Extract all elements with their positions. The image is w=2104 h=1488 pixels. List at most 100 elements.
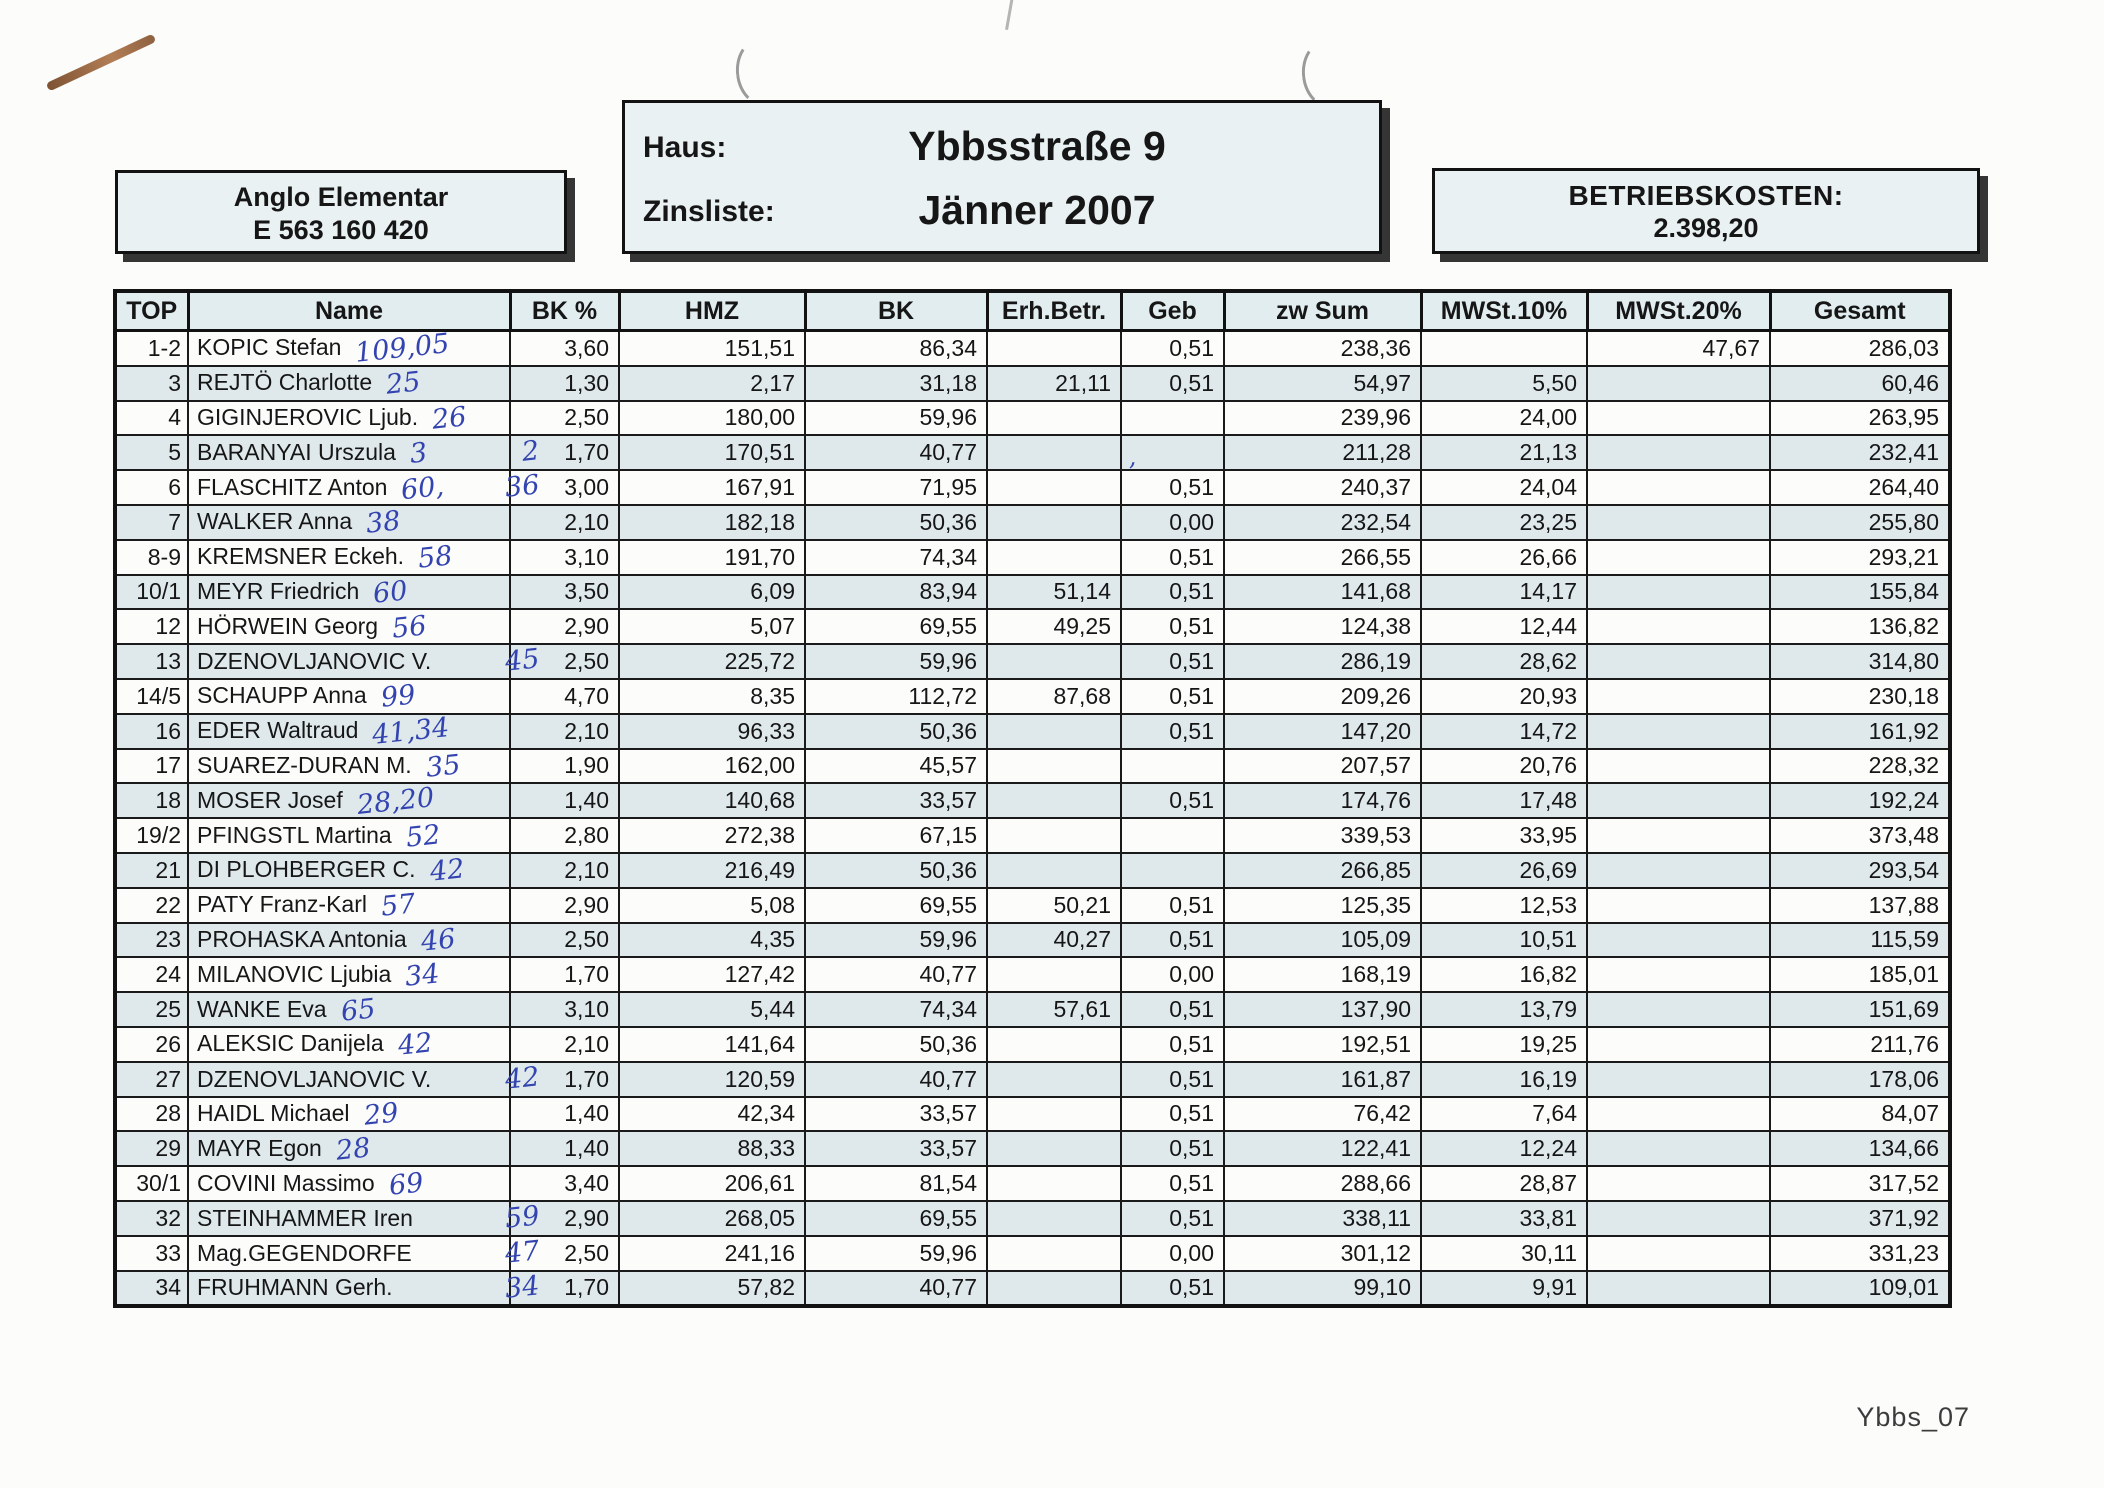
cell-bk_pct: 3,00	[509, 469, 620, 506]
cell-top: 6	[114, 469, 189, 506]
tenant-name: KOPIC Stefan	[197, 334, 342, 361]
cell-zwsum: 192,51	[1223, 1025, 1422, 1063]
cell-bk: 74,34	[804, 538, 988, 576]
cell-top: 27	[114, 1060, 189, 1098]
cell-gesamt: 155,84	[1769, 573, 1951, 611]
cell-zwsum: 239,96	[1223, 399, 1422, 437]
handwritten-annotation: 60,	[399, 470, 446, 506]
cell-hmz: 5,07	[618, 608, 806, 646]
cell-hmz: 8,35	[618, 677, 806, 715]
cell-zwsum: 99,10	[1223, 1269, 1422, 1308]
cell-bk_pct: 1,90	[509, 747, 620, 785]
cell-erh: 49,25	[986, 608, 1122, 646]
cell-bk: 45,57	[804, 747, 988, 785]
cell-erh	[986, 329, 1122, 367]
tenant-name: MEYR Friedrich	[197, 577, 360, 604]
cell-zwsum: 209,26	[1223, 677, 1422, 715]
cell-name: HAIDL Michael 29	[187, 1095, 511, 1133]
cell-mwst20	[1586, 399, 1771, 437]
cell-gesamt: 60,46	[1769, 364, 1951, 402]
handwritten-annotation: 57	[379, 888, 417, 923]
cell-gesamt: 151,69	[1769, 991, 1951, 1028]
tenant-name: KREMSNER Eckeh.	[197, 543, 405, 570]
cell-bk_pct: 1,70	[509, 434, 620, 472]
cell-name: PFINGSTL Martina 52	[187, 817, 511, 854]
cell-name: SUAREZ-DURAN M. 35	[187, 747, 511, 785]
cell-bk_pct: 2,50	[509, 921, 620, 959]
cell-mwst10: 17,48	[1420, 782, 1588, 820]
cell-mwst10: 12,24	[1420, 1130, 1588, 1168]
cell-name: FLASCHITZ Anton 60, 36	[187, 469, 541, 506]
scan-hairline-mark	[1005, 0, 1014, 31]
cell-name: ALEKSIC Danijela 42	[187, 1025, 511, 1063]
cell-top: 29	[114, 1130, 189, 1168]
cell-bk: 50,36	[804, 1025, 988, 1063]
cell-top: 26	[114, 1025, 189, 1063]
cell-erh: 57,61	[986, 991, 1122, 1028]
tenant-name: MOSER Josef	[197, 786, 343, 813]
cell-geb: 0,51	[1120, 921, 1225, 959]
cell-mwst20	[1586, 782, 1771, 820]
cell-bk: 31,18	[804, 364, 988, 402]
cell-geb	[1120, 851, 1225, 889]
cell-bk_pct: 2,90	[509, 886, 620, 924]
cell-mwst20	[1586, 1095, 1771, 1133]
cell-bk_pct: 2,80	[509, 817, 620, 854]
cell-hmz: 151,51	[618, 329, 806, 367]
cell-hmz: 127,42	[618, 956, 806, 994]
cell-name: HÖRWEIN Georg 56	[187, 608, 511, 646]
cell-mwst10: 13,79	[1420, 991, 1588, 1028]
column-header-mwst-20-: MWSt.20%	[1585, 289, 1772, 332]
cell-hmz: 268,05	[618, 1199, 806, 1237]
cell-zwsum: 122,41	[1223, 1130, 1422, 1168]
tenant-name: PFINGSTL Martina	[197, 821, 392, 848]
cell-bk: 33,57	[804, 1095, 988, 1133]
cell-bk: 59,96	[804, 1234, 988, 1272]
cell-geb: 0,51	[1120, 643, 1225, 680]
cell-gesamt: 293,54	[1769, 851, 1951, 889]
cell-bk_pct: 2,50	[509, 643, 620, 680]
cell-name: EDER Waltraud 41,34	[187, 712, 511, 751]
column-header-erh-betr-: Erh.Betr.	[985, 289, 1123, 332]
cell-bk: 40,77	[804, 956, 988, 994]
cell-name: KOPIC Stefan 109,05	[187, 329, 511, 369]
cell-bk: 83,94	[804, 573, 988, 611]
cell-mwst20	[1586, 991, 1771, 1028]
cell-geb: ,	[1120, 434, 1225, 472]
cell-erh	[986, 782, 1122, 820]
cell-gesamt: 185,01	[1769, 956, 1951, 994]
cell-bk: 69,55	[804, 608, 988, 646]
cell-erh	[986, 503, 1122, 541]
cell-hmz: 42,34	[618, 1095, 806, 1133]
cell-mwst20	[1586, 1130, 1771, 1168]
table-row: 12 HÖRWEIN Georg 56 2,90 5,07 69,55 49,25 0,51 1…	[114, 608, 1951, 646]
cell-mwst20	[1586, 434, 1771, 472]
handwritten-annotation: 52	[404, 818, 442, 854]
cell-bk_pct: 1,30	[509, 364, 620, 402]
cell-mwst20	[1586, 817, 1771, 854]
table-row: 13 DZENOVLJANOVIC V. 45 2,50 225,72 59,96 0,51…	[114, 643, 1951, 680]
cell-geb: 0,00	[1120, 1234, 1225, 1272]
cell-geb: 0,51	[1120, 886, 1225, 924]
cell-name: PROHASKA Antonia 46	[187, 921, 511, 959]
cell-gesamt: 286,03	[1769, 329, 1951, 367]
cell-name: MAYR Egon 28	[187, 1130, 511, 1168]
cell-mwst10: 20,93	[1420, 677, 1588, 715]
cell-bk: 67,15	[804, 817, 988, 854]
pen-scratch-mark	[45, 33, 157, 92]
cell-mwst20	[1586, 677, 1771, 715]
table-row: 7 WALKER Anna 38 2,10 182,18 50,36 0,00 232,54 2…	[114, 503, 1951, 541]
cell-zwsum: 161,87	[1223, 1060, 1422, 1098]
table-row: 6 FLASCHITZ Anton 60, 36 3,00 167,91 71,95 0,51…	[114, 469, 1951, 506]
cell-mwst20	[1586, 1025, 1771, 1063]
cell-geb: 0,51	[1120, 1025, 1225, 1063]
table-row: 27 DZENOVLJANOVIC V. 42 1,70 120,59 40,77 0,51…	[114, 1060, 1951, 1098]
cell-name: MEYR Friedrich 60	[187, 573, 511, 611]
cell-mwst20	[1586, 608, 1771, 646]
cell-erh	[986, 1199, 1122, 1237]
cell-gesamt: 331,23	[1769, 1234, 1951, 1272]
tenant-name: SCHAUPP Anna	[197, 682, 367, 709]
cell-mwst10: 16,19	[1420, 1060, 1588, 1098]
cell-gesamt: 161,92	[1769, 712, 1951, 750]
cell-hmz: 6,09	[618, 573, 806, 611]
